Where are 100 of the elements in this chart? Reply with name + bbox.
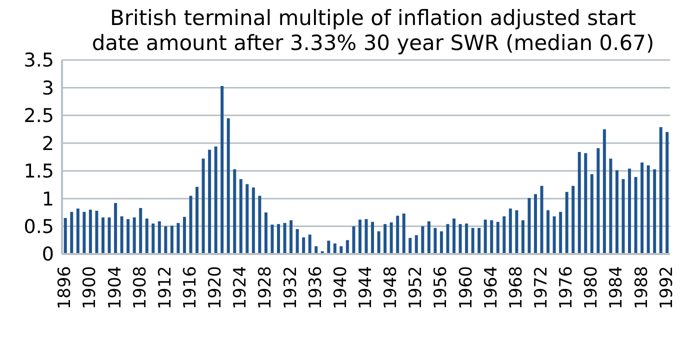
bar <box>114 203 118 254</box>
bar <box>252 187 255 254</box>
bar <box>484 220 487 254</box>
y-tick-label: 3 <box>42 77 54 100</box>
bar <box>333 243 336 254</box>
bar <box>609 158 612 254</box>
bar <box>377 231 380 254</box>
bar <box>465 224 468 254</box>
y-tick-label: 3.5 <box>24 50 54 72</box>
bar <box>408 238 412 254</box>
bar <box>189 196 192 254</box>
bar <box>390 222 393 254</box>
bar <box>666 132 669 254</box>
x-tick-label: 1988 <box>632 266 652 310</box>
bar <box>602 129 606 254</box>
bar <box>82 212 86 254</box>
bar <box>139 208 142 254</box>
bar <box>176 222 180 254</box>
bar <box>258 196 262 254</box>
x-tick-label: 1944 <box>356 266 376 310</box>
bar <box>202 158 205 254</box>
x-tick-label: 1936 <box>306 266 326 310</box>
x-tick-label: 1920 <box>206 266 226 310</box>
bar <box>434 228 437 254</box>
x-tick-label: 1916 <box>180 266 200 310</box>
bar <box>314 246 318 254</box>
x-tick-label: 1952 <box>406 266 426 310</box>
x-tick-label: 1980 <box>582 266 602 310</box>
bar <box>646 165 650 254</box>
bar <box>440 231 443 254</box>
bar <box>565 192 568 254</box>
x-tick-label: 1908 <box>130 266 150 310</box>
bar <box>308 234 312 254</box>
bar <box>508 208 512 254</box>
bar <box>402 214 406 254</box>
bar <box>364 219 368 254</box>
bar <box>384 224 387 254</box>
bar <box>270 224 274 254</box>
bar <box>101 217 104 254</box>
bar <box>70 212 74 254</box>
x-tick-label: 1932 <box>280 266 301 310</box>
bar <box>76 208 80 254</box>
bar <box>152 224 155 254</box>
x-tick-label: 1956 <box>431 266 452 310</box>
x-tick-label: 1928 <box>256 266 276 310</box>
bar <box>659 127 662 254</box>
bar <box>246 184 249 254</box>
x-tick-label: 1972 <box>532 266 552 310</box>
bar <box>220 86 224 254</box>
bar <box>584 153 588 254</box>
bar <box>640 162 644 254</box>
x-tick-label: 1960 <box>456 266 476 310</box>
bar <box>490 220 494 254</box>
bar <box>446 224 450 254</box>
x-tick-label: 1968 <box>506 266 526 310</box>
x-tick-label: 1940 <box>330 266 351 310</box>
bar <box>396 216 400 254</box>
x-tick-label: 1896 <box>55 266 76 310</box>
bar <box>352 226 356 254</box>
bar <box>528 198 531 254</box>
bar <box>290 220 293 254</box>
bar <box>214 146 218 254</box>
bar <box>95 210 98 254</box>
bar <box>158 221 161 254</box>
bar <box>502 216 506 254</box>
bar <box>208 150 212 254</box>
bar <box>596 148 600 254</box>
bar <box>264 212 268 254</box>
bar <box>126 219 130 254</box>
y-tick-label: 0 <box>42 244 54 266</box>
bar <box>145 218 148 254</box>
bar <box>546 210 550 254</box>
y-tick-label: 1.5 <box>24 160 54 183</box>
y-tick-label: 2 <box>42 132 54 155</box>
bar <box>552 216 556 254</box>
bar <box>170 226 174 254</box>
y-tick-label: 0.5 <box>24 216 54 238</box>
bar <box>233 169 236 254</box>
bar <box>88 210 92 254</box>
x-tick-label: 1904 <box>105 266 126 310</box>
bar <box>578 152 581 254</box>
bar <box>346 240 349 254</box>
x-tick-label: 1924 <box>230 266 251 310</box>
bar <box>182 216 186 254</box>
bar <box>622 179 625 254</box>
y-tick-label: 1 <box>42 188 54 210</box>
bar <box>427 221 430 254</box>
bar <box>226 118 230 254</box>
bar <box>521 220 524 254</box>
bar <box>108 217 111 254</box>
bar <box>120 216 124 254</box>
bar <box>358 220 362 254</box>
x-tick-label: 1912 <box>155 266 176 310</box>
x-tick-label: 1900 <box>80 266 100 310</box>
bar <box>628 168 632 254</box>
bar <box>471 228 474 254</box>
x-tick-label: 1964 <box>481 266 502 310</box>
bar <box>276 224 280 254</box>
x-tick-label: 1984 <box>606 266 627 310</box>
bar <box>452 218 456 254</box>
